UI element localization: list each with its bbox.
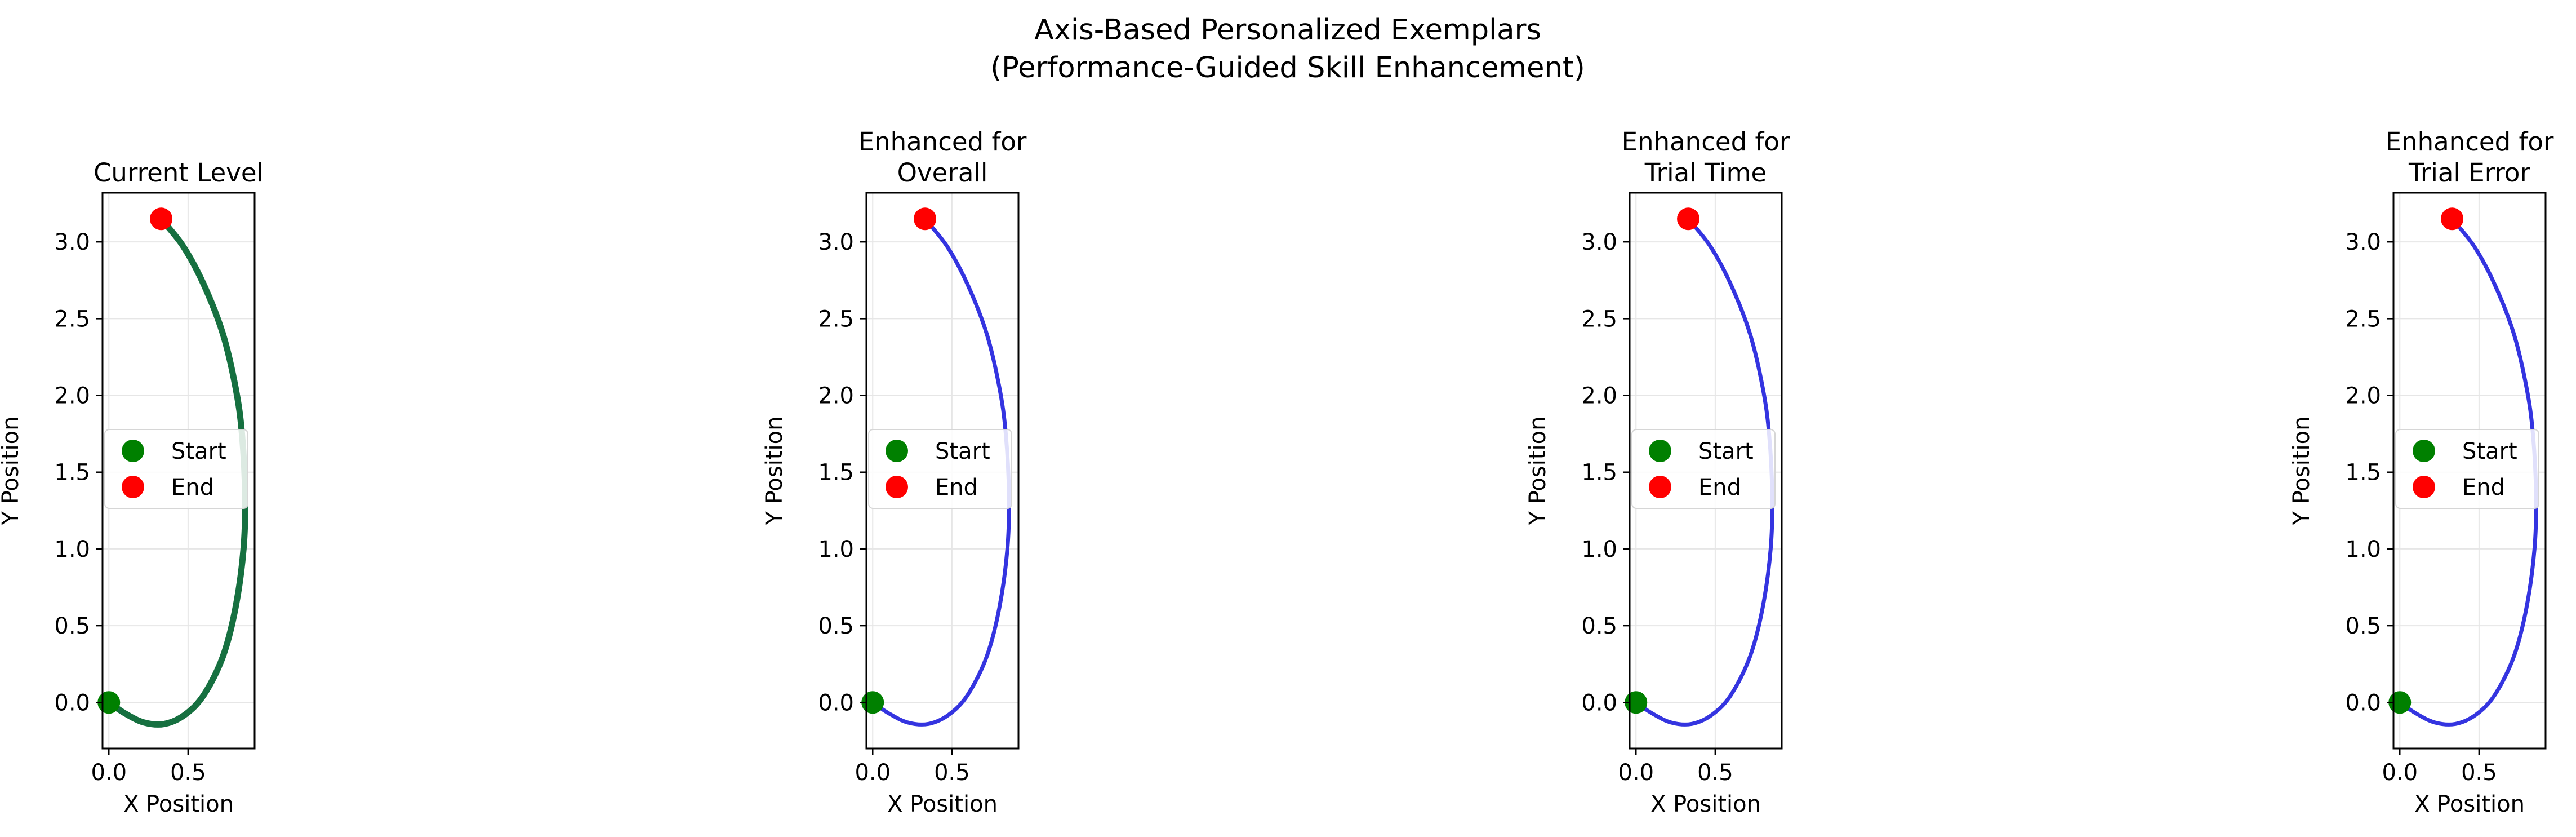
- legend-label: End: [935, 475, 978, 501]
- figure-title-line1: Axis-Based Personalized Exemplars: [1034, 14, 1541, 47]
- x-tick-label: 0.5: [2461, 760, 2497, 786]
- y-tick-label: 0.5: [54, 613, 90, 639]
- y-tick-label: 0.5: [818, 613, 854, 639]
- y-tick-label: 1.5: [1581, 460, 1617, 486]
- panel-title: Enhanced for: [858, 127, 1027, 157]
- legend-label: Start: [171, 439, 226, 464]
- legend-label: Start: [935, 439, 990, 464]
- y-tick-label: 1.0: [818, 537, 854, 563]
- legend-start-marker: [122, 440, 144, 462]
- legend-start-marker: [2413, 440, 2435, 462]
- y-tick-label: 2.5: [2345, 306, 2381, 332]
- trajectory-line: [1634, 216, 1774, 727]
- legend: Start End: [868, 429, 1012, 509]
- x-tick-label: 0.5: [170, 760, 206, 786]
- y-tick-label: 1.5: [818, 460, 854, 486]
- x-axis-label: X Position: [1650, 791, 1761, 817]
- y-tick-label: 2.0: [54, 383, 90, 409]
- panel-title: Enhanced for: [2386, 127, 2554, 157]
- chart-panel-2: 0.0 0.5 0.0 0.5 1.0 1.5 2.0 2.5 3.0 X Position Y P…: [762, 127, 1027, 817]
- y-tick-label: 0.0: [1581, 690, 1617, 716]
- panel-title: Trial Time: [1644, 158, 1767, 188]
- legend-label: Start: [2462, 439, 2517, 464]
- y-axis-label: Y Position: [0, 417, 24, 526]
- y-tick-label: 0.0: [2345, 690, 2381, 716]
- y-tick-label: 2.0: [2345, 383, 2381, 409]
- end-marker: [1677, 207, 1700, 231]
- end-marker: [150, 207, 173, 231]
- y-tick-label: 2.5: [818, 306, 854, 332]
- axes-frame: [2392, 192, 2547, 750]
- chart-panel-3: 0.0 0.5 0.0 0.5 1.0 1.5 2.0 2.5 3.0 X Position Y P…: [1525, 127, 1790, 817]
- legend: Start End: [104, 429, 248, 509]
- x-tick-label: 0.0: [2382, 760, 2418, 786]
- legend-label: End: [171, 475, 214, 501]
- trajectory-line: [870, 216, 1011, 727]
- legend-end-marker: [2413, 476, 2435, 498]
- end-marker: [2441, 207, 2464, 231]
- y-tick-label: 3.0: [818, 229, 854, 255]
- y-tick-label: 2.0: [818, 383, 854, 409]
- panel-title: Current Level: [94, 158, 264, 188]
- x-axis-label: X Position: [2414, 791, 2525, 817]
- y-axis-label: Y Position: [1525, 417, 1551, 526]
- y-tick-label: 3.0: [54, 229, 90, 255]
- legend-start-marker: [886, 440, 908, 462]
- chart-panel-4: 0.0 0.5 0.0 0.5 1.0 1.5 2.0 2.5 3.0 X Position Y P…: [2289, 127, 2554, 817]
- y-tick-label: 0.5: [2345, 613, 2381, 639]
- y-axis-label: Y Position: [2289, 417, 2315, 526]
- x-tick-label: 0.0: [91, 760, 127, 786]
- figure-title-line2: (Performance-Guided Skill Enhancement): [990, 51, 1585, 85]
- axes-frame: [865, 192, 1020, 750]
- end-marker: [914, 207, 937, 231]
- legend-label: End: [1698, 475, 1741, 501]
- legend-end-marker: [122, 476, 144, 498]
- axes-frame: [101, 192, 256, 750]
- x-axis-label: X Position: [123, 791, 234, 817]
- y-axis-label: Y Position: [762, 417, 788, 526]
- y-tick-label: 2.5: [54, 306, 90, 332]
- legend-end-marker: [886, 476, 908, 498]
- y-tick-label: 3.0: [1581, 229, 1617, 255]
- legend-label: End: [2462, 475, 2505, 501]
- y-tick-label: 1.5: [2345, 460, 2381, 486]
- y-tick-label: 0.5: [1581, 613, 1617, 639]
- panel-title: Overall: [897, 158, 988, 188]
- trajectory-line: [105, 215, 248, 728]
- y-tick-label: 0.0: [54, 690, 90, 716]
- chart-panels: 0.0 0.5 0.0 0.5 1.0 1.5 2.0 2.5 3.0 X Position Y P…: [0, 127, 2554, 817]
- x-tick-label: 0.5: [1697, 760, 1733, 786]
- panel-title: Trial Error: [2408, 158, 2530, 188]
- trajectory-line: [2397, 216, 2538, 727]
- panel-title: Enhanced for: [1622, 127, 1790, 157]
- legend-start-marker: [1649, 440, 1671, 462]
- y-tick-label: 1.5: [54, 460, 90, 486]
- y-tick-label: 1.0: [2345, 537, 2381, 563]
- y-tick-label: 1.0: [1581, 537, 1617, 563]
- chart-panel-1: 0.0 0.5 0.0 0.5 1.0 1.5 2.0 2.5 3.0 X Position Y P…: [0, 158, 264, 817]
- y-tick-label: 1.0: [54, 537, 90, 563]
- x-tick-label: 0.0: [855, 760, 891, 786]
- y-tick-label: 3.0: [2345, 229, 2381, 255]
- x-tick-label: 0.0: [1618, 760, 1654, 786]
- legend-label: Start: [1698, 439, 1754, 464]
- legend: Start End: [2395, 429, 2539, 509]
- y-tick-label: 2.5: [1581, 306, 1617, 332]
- x-axis-label: X Position: [887, 791, 998, 817]
- legend: Start End: [1631, 429, 1776, 509]
- y-tick-label: 0.0: [818, 690, 854, 716]
- legend-end-marker: [1649, 476, 1671, 498]
- axes-frame: [1629, 192, 1783, 750]
- x-tick-label: 0.5: [934, 760, 970, 786]
- y-tick-label: 2.0: [1581, 383, 1617, 409]
